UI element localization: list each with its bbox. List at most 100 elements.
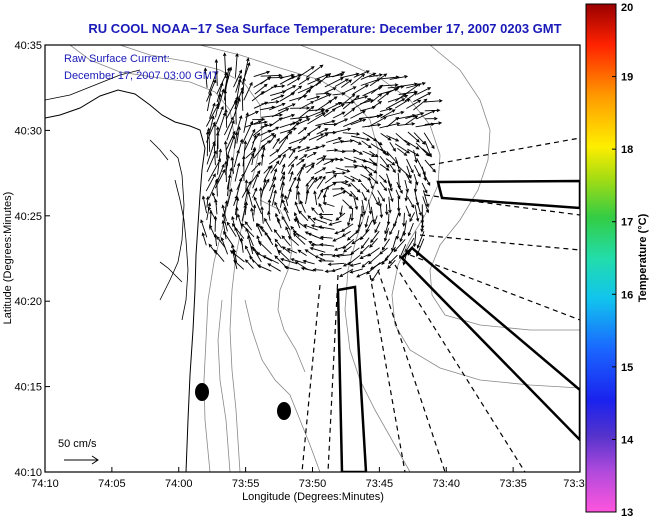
current-vector — [201, 232, 207, 246]
colorbar — [585, 3, 617, 513]
chart-title: RU COOL NOAA−17 Sea Surface Temperature:… — [88, 21, 561, 36]
current-vector — [251, 90, 265, 102]
current-vector — [242, 155, 246, 182]
current-vector — [394, 98, 411, 109]
current-vector — [332, 190, 347, 197]
current-vector — [405, 237, 415, 253]
current-vector — [252, 247, 262, 263]
current-vector — [424, 159, 436, 173]
current-vector — [297, 126, 308, 135]
current-vector — [287, 121, 300, 134]
current-vector — [370, 84, 384, 94]
current-vector — [331, 127, 352, 134]
current-vector — [247, 190, 253, 207]
current-vector — [305, 189, 310, 205]
current-vector — [413, 149, 418, 164]
current-vector — [347, 213, 352, 227]
current-vector — [207, 158, 221, 182]
current-vector — [343, 157, 358, 163]
current-vector — [328, 220, 342, 226]
current-vector — [380, 148, 390, 156]
current-vector — [281, 199, 289, 214]
current-vector — [277, 249, 290, 261]
current-vector — [396, 181, 403, 194]
current-vector — [369, 150, 379, 158]
current-vector — [279, 75, 296, 85]
current-vector — [226, 221, 237, 238]
current-vector — [261, 113, 283, 118]
current-vector — [221, 219, 227, 240]
current-vector — [213, 122, 217, 143]
current-vector — [292, 230, 307, 241]
current-vector — [379, 107, 393, 112]
current-vector — [368, 174, 379, 185]
current-vector — [356, 271, 369, 278]
current-vector — [395, 156, 401, 174]
current-vector — [386, 135, 400, 142]
current-vector — [302, 259, 315, 265]
current-vector — [241, 120, 254, 144]
current-vector — [298, 77, 311, 85]
current-vector — [332, 92, 346, 96]
current-vector — [254, 83, 268, 95]
current-vector — [233, 99, 238, 125]
current-vector — [252, 123, 268, 137]
current-vector — [306, 164, 315, 174]
current-vector — [286, 248, 297, 254]
current-vector — [316, 175, 326, 189]
current-vector — [305, 162, 316, 168]
current-vector — [402, 212, 406, 228]
current-vector — [405, 173, 412, 185]
current-vector — [353, 195, 359, 211]
current-vector — [333, 171, 347, 175]
current-vector — [307, 176, 315, 185]
current-vector — [307, 78, 321, 85]
current-vector — [208, 243, 218, 255]
current-vector — [322, 182, 337, 191]
current-vector — [416, 238, 425, 257]
radial-dashed-lines — [301, 137, 580, 472]
current-vector — [226, 119, 235, 141]
current-vector — [273, 229, 282, 240]
current-vector — [385, 158, 396, 166]
current-vector — [245, 120, 262, 128]
current-vector — [221, 204, 227, 222]
current-vector — [206, 202, 212, 221]
current-vector — [335, 167, 351, 173]
current-vector — [285, 226, 292, 239]
y-tick-label: 40:20 — [14, 296, 42, 308]
current-vector — [243, 152, 255, 176]
current-vector — [341, 72, 360, 79]
current-vector — [413, 92, 432, 103]
current-vector — [319, 242, 335, 247]
current-vector — [290, 106, 311, 110]
current-vector — [215, 131, 220, 159]
current-vector — [279, 175, 286, 191]
current-vector — [368, 254, 380, 265]
current-vector — [421, 182, 428, 194]
current-vector — [332, 111, 346, 119]
current-vector — [379, 155, 390, 168]
current-vector — [361, 140, 372, 149]
current-vector — [214, 198, 218, 215]
bathymetry-contours — [69, 45, 580, 472]
current-vector — [393, 239, 406, 253]
current-vector — [300, 266, 315, 272]
current-vector — [360, 237, 370, 249]
current-vector — [241, 180, 252, 198]
current-vector — [234, 162, 241, 182]
current-vector — [313, 190, 318, 206]
current-vector — [369, 113, 384, 119]
current-vector — [407, 131, 420, 143]
current-vector — [233, 149, 240, 168]
current-vector — [314, 175, 323, 183]
current-vector — [423, 172, 431, 186]
y-tick-label: 40:35 — [14, 40, 42, 52]
current-vector — [307, 215, 316, 224]
current-vector — [369, 179, 374, 190]
current-vector — [260, 73, 283, 78]
current-vector — [341, 79, 353, 88]
current-vector — [386, 116, 400, 128]
current-vector — [371, 191, 379, 206]
current-vector — [387, 180, 393, 192]
